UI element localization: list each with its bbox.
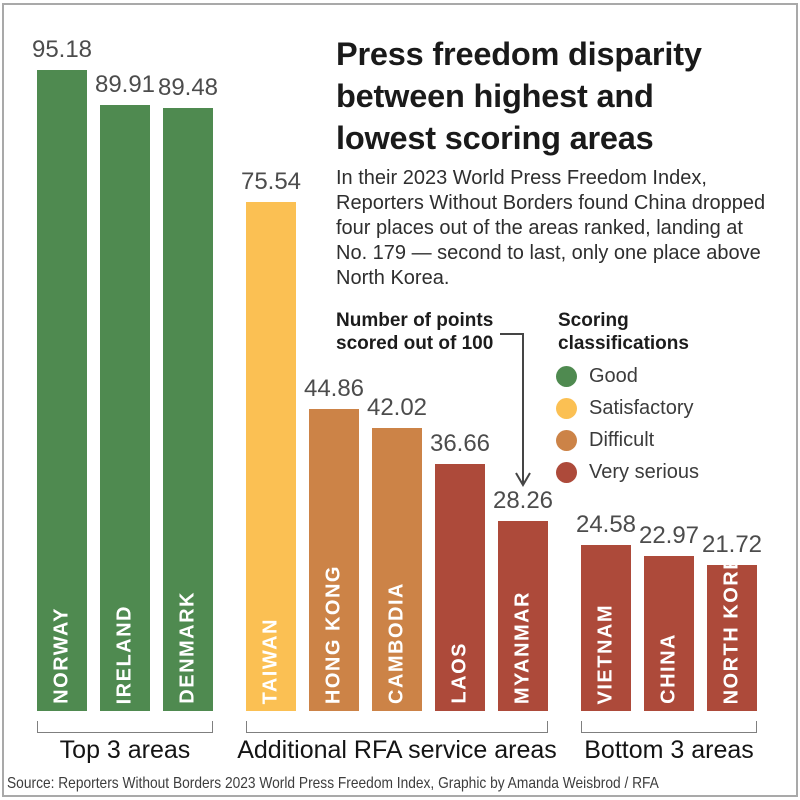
legend-label-difficult: Difficult xyxy=(589,428,655,451)
bar-value-taiwan: 75.54 xyxy=(240,168,302,195)
bar-label-norway: NORWAY xyxy=(50,607,73,704)
bar-value-cambodia: 42.02 xyxy=(366,394,428,421)
bar-value-norway: 95.18 xyxy=(31,36,93,63)
legend-title-line: classifications xyxy=(558,333,689,354)
bar-north-korea: NORTH KOREA xyxy=(707,539,757,711)
legend-item-good: Good xyxy=(556,365,638,387)
chart-subtitle: In their 2023 World Press Freedom Index,… xyxy=(336,167,766,289)
annotation-arrow-icon xyxy=(500,333,531,487)
legend-label-satisfactory: Satisfactory xyxy=(589,396,694,419)
group-bracket-bottom-3-areas xyxy=(581,721,757,733)
title-line: Press freedom disparity xyxy=(336,36,702,72)
bar-label-vietnam: VIETNAM xyxy=(594,603,617,705)
legend-label-very-serious: Very serious xyxy=(589,460,700,483)
group-label-bottom-3-areas: Bottom 3 areas xyxy=(584,736,754,764)
bar-laos: LAOS xyxy=(435,464,485,711)
value-axis-note-line: scored out of 100 xyxy=(336,333,494,354)
legend-dot-difficult xyxy=(556,429,577,451)
bar-value-denmark: 89.48 xyxy=(157,74,219,101)
bar-value-myanmar: 28.26 xyxy=(492,487,554,514)
bar-china: CHINA xyxy=(644,556,694,711)
group-bracket-additional-rfa-service-areas xyxy=(246,721,548,733)
legend-title-line: Scoring xyxy=(558,310,629,331)
bar-value-china: 22.97 xyxy=(638,522,700,549)
title-line: between highest and xyxy=(336,78,654,114)
bar-taiwan: TAIWAN xyxy=(246,202,296,711)
bar-label-ireland: IRELAND xyxy=(113,604,136,704)
bar-myanmar: MYANMAR xyxy=(498,521,548,711)
bar-value-vietnam: 24.58 xyxy=(575,511,637,538)
bar-value-hong-kong: 44.86 xyxy=(303,375,365,402)
bar-label-denmark: DENMARK xyxy=(176,591,199,704)
bar-value-laos: 36.66 xyxy=(429,430,491,457)
group-bracket-top-3-areas xyxy=(37,721,213,733)
bar-label-hong-kong: HONG KONG xyxy=(322,564,345,704)
bar-value-ireland: 89.91 xyxy=(94,71,156,98)
title-line: lowest scoring areas xyxy=(336,120,654,156)
bar-cambodia: CAMBODIA xyxy=(372,428,422,711)
legend-title: Scoring classifications xyxy=(558,309,689,355)
bar-label-myanmar: MYANMAR xyxy=(511,590,534,704)
bar-ireland: IRELAND xyxy=(100,105,150,711)
legend-item-satisfactory: Satisfactory xyxy=(556,397,693,419)
legend-item-difficult: Difficult xyxy=(556,429,654,451)
value-axis-note: Number of points scored out of 100 xyxy=(336,309,493,355)
legend-dot-good xyxy=(556,365,577,387)
bar-denmark: DENMARK xyxy=(163,108,213,711)
legend-label-good: Good xyxy=(589,364,638,387)
bar-label-north-korea: NORTH KOREA xyxy=(720,538,743,704)
bar-hong-kong: HONG KONG xyxy=(309,409,359,711)
bar-label-cambodia: CAMBODIA xyxy=(385,582,408,704)
source-credit: Source: Reporters Without Borders 2023 W… xyxy=(7,775,659,792)
bar-norway: NORWAY xyxy=(37,70,87,711)
legend-dot-very-serious xyxy=(556,461,577,483)
legend-item-very-serious: Very serious xyxy=(556,461,699,483)
group-label-top-3-areas: Top 3 areas xyxy=(59,736,191,764)
bar-label-china: CHINA xyxy=(657,633,680,704)
bar-label-laos: LAOS xyxy=(448,642,471,704)
legend-dot-satisfactory xyxy=(556,397,577,419)
bar-vietnam: VIETNAM xyxy=(581,545,631,711)
value-axis-note-line: Number of points xyxy=(336,310,494,331)
group-label-additional-rfa-service-areas: Additional RFA service areas xyxy=(237,736,557,764)
page-title: Press freedom disparity between highest … xyxy=(336,33,796,159)
bar-label-taiwan: TAIWAN xyxy=(259,617,282,704)
bar-value-north-korea: 21.72 xyxy=(701,531,763,558)
